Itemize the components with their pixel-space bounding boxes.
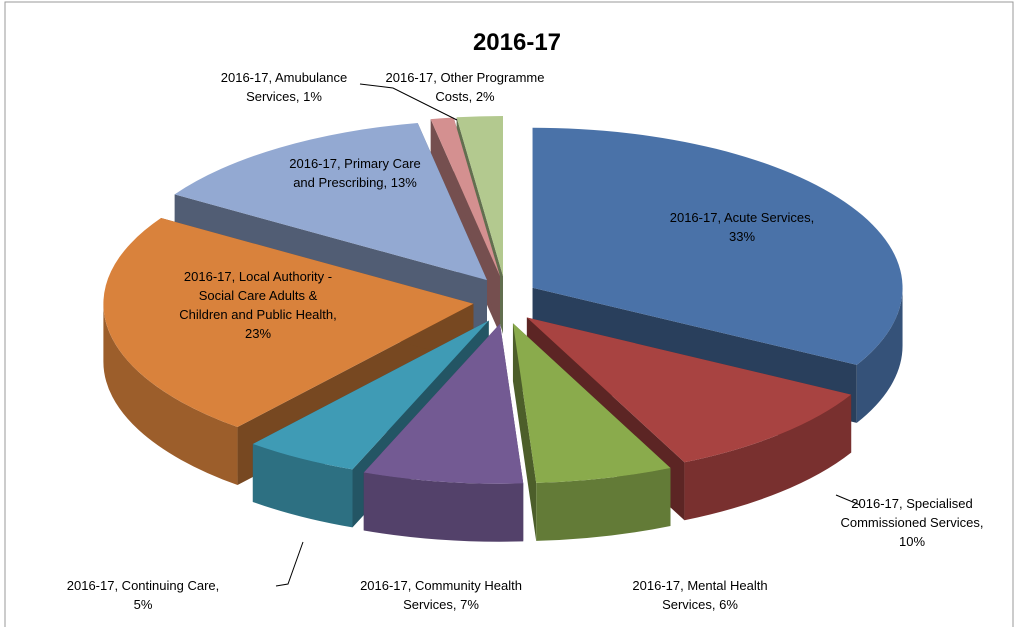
slice-wall — [252, 443, 353, 528]
slice-wall — [103, 303, 238, 486]
data-label-line: 2016-17, Acute Services, — [670, 210, 815, 225]
leader-line — [835, 494, 861, 506]
slice-wall — [856, 287, 903, 423]
data-label-line: 2016-17, Other Programme — [386, 70, 545, 85]
data-label-line: Costs, 2% — [435, 89, 495, 104]
slice-wall — [363, 472, 524, 542]
data-label: 2016-17, Primary Care and Prescribing, 13… — [289, 156, 421, 190]
data-label-line: 5% — [134, 597, 153, 612]
data-label-line: Services, 1% — [246, 89, 322, 104]
slice — [512, 323, 671, 483]
slice — [103, 218, 474, 428]
data-label: 2016-17, Community Health Services, 7% — [360, 578, 522, 612]
slice — [174, 122, 488, 281]
data-label: 2016-17, Acute Services, 33% — [670, 210, 815, 244]
data-label-line: 2016-17, Specialised — [851, 496, 972, 511]
data-label: 2016-17, Amubulance Services, 1% — [221, 70, 347, 104]
data-label: 2016-17, Mental Health Services, 6% — [632, 578, 767, 612]
data-label-line: Commissioned Services, — [840, 515, 983, 530]
data-label-line: 23% — [245, 326, 271, 341]
slice-side — [512, 323, 537, 541]
leader-line — [359, 83, 458, 121]
slice-wall — [536, 468, 671, 541]
data-label-line: 10% — [899, 534, 925, 549]
slice — [363, 323, 524, 484]
data-label-line: 2016-17, Local Authority - — [184, 269, 332, 284]
slice — [456, 116, 503, 277]
chart-frame — [4, 1, 1014, 627]
data-label-line: Children and Public Health, — [179, 307, 337, 322]
data-label-line: 2016-17, Community Health — [360, 578, 522, 593]
data-label-line: 2016-17, Continuing Care, — [67, 578, 220, 593]
slice — [430, 117, 500, 277]
data-label-line: 2016-17, Primary Care — [289, 156, 421, 171]
data-label: 2016-17, Continuing Care, 5% — [67, 578, 220, 612]
data-label-line: 33% — [729, 229, 755, 244]
data-label-line: 2016-17, Mental Health — [632, 578, 767, 593]
data-label: 2016-17, Other Programme Costs, 2% — [386, 70, 545, 104]
slice — [252, 320, 489, 470]
slice — [532, 127, 903, 365]
slice — [526, 317, 852, 463]
data-label-line: Services, 7% — [403, 597, 479, 612]
slice-wall — [684, 394, 852, 521]
data-label-line: 2016-17, Amubulance — [221, 70, 347, 85]
data-label-line: and Prescribing, 13% — [293, 175, 417, 190]
leader-line — [275, 541, 304, 587]
data-label: 2016-17, Specialised Commissioned Service… — [840, 496, 983, 549]
data-label-line: Services, 6% — [662, 597, 738, 612]
data-label-line: Social Care Adults & — [199, 288, 318, 303]
chart-title: 2016-17 — [473, 29, 561, 56]
data-label: 2016-17, Local Authority - Social Care Ad… — [179, 269, 337, 341]
